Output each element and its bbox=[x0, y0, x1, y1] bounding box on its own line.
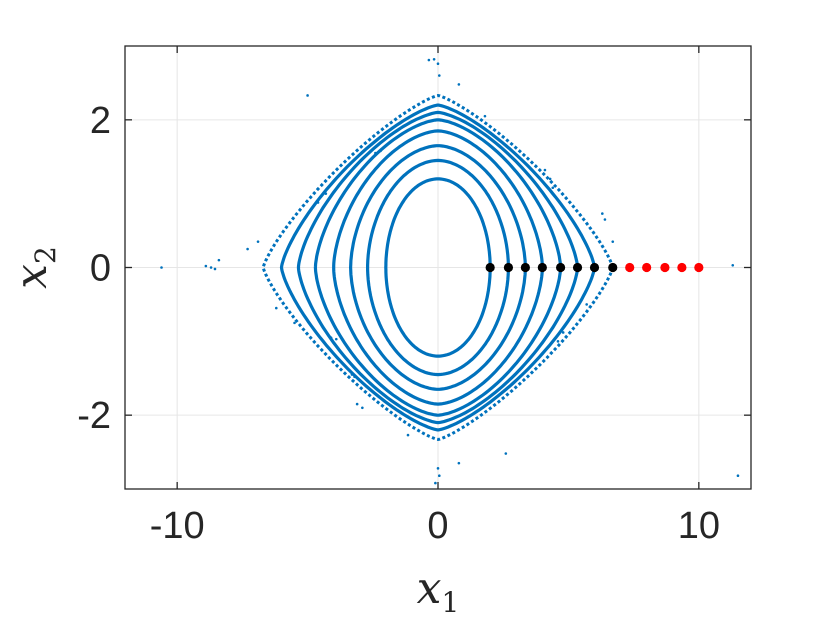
stray-point-24 bbox=[438, 74, 441, 77]
stray-point-29 bbox=[434, 481, 437, 485]
stray-point-41 bbox=[731, 263, 735, 267]
orbit-curves bbox=[261, 93, 615, 442]
bounded-ic-5 bbox=[572, 262, 583, 273]
stray-point-18 bbox=[374, 151, 377, 155]
axis-ticks bbox=[125, 46, 751, 489]
bounded-ic-3 bbox=[537, 262, 547, 273]
stray-point-38 bbox=[601, 212, 604, 215]
tick-labels: -10 0 10 -2 0 2 bbox=[77, 100, 720, 547]
stray-point-14 bbox=[350, 373, 354, 376]
bounded-ic-0 bbox=[485, 262, 495, 273]
stray-point-2 bbox=[209, 266, 213, 269]
stray-point-21 bbox=[427, 58, 431, 62]
unbounded-ic-2 bbox=[660, 262, 670, 273]
orbit-3 bbox=[332, 129, 544, 406]
bounded-ic-6 bbox=[589, 262, 600, 273]
orbit-6 bbox=[279, 103, 597, 432]
initial-conditions bbox=[485, 262, 704, 273]
x-axis-title-base: x bbox=[417, 563, 442, 614]
bounded-ic-1 bbox=[503, 262, 514, 273]
stray-point-33 bbox=[548, 177, 552, 181]
y-axis-title-sub: 2 bbox=[29, 246, 62, 264]
stray-point-1 bbox=[204, 264, 208, 268]
stray-point-4 bbox=[217, 258, 221, 262]
stray-point-12 bbox=[329, 336, 333, 339]
stray-point-7 bbox=[274, 306, 278, 310]
x-tick-label-2: 10 bbox=[678, 505, 720, 547]
stray-point-32 bbox=[543, 168, 547, 172]
stray-point-8 bbox=[293, 321, 296, 325]
stray-point-42 bbox=[736, 474, 740, 478]
stray-point-31 bbox=[504, 452, 508, 455]
unbounded-ic-1 bbox=[642, 262, 652, 273]
stray-point-26 bbox=[483, 114, 487, 118]
orbit-7 bbox=[261, 93, 615, 442]
stray-point-17 bbox=[361, 406, 364, 410]
orbit-4 bbox=[313, 118, 563, 417]
bounded-ic-7 bbox=[608, 262, 618, 273]
orbit-2 bbox=[348, 144, 527, 391]
stray-point-3 bbox=[213, 267, 217, 271]
stray-point-10 bbox=[316, 201, 320, 204]
stray-point-39 bbox=[603, 218, 607, 221]
bounded-ic-4 bbox=[555, 262, 566, 273]
unbounded-ic-4 bbox=[694, 262, 704, 273]
stray-point-36 bbox=[561, 331, 565, 334]
stray-point-25 bbox=[457, 83, 461, 86]
stray-point-20 bbox=[406, 433, 410, 437]
x-tick-label-1: 0 bbox=[427, 505, 448, 547]
stray-point-11 bbox=[324, 192, 328, 195]
x-axis-title: x1 bbox=[417, 563, 460, 619]
y-axis-title: x2 bbox=[6, 246, 62, 289]
stray-point-9 bbox=[306, 94, 309, 97]
bounded-ic-2 bbox=[520, 262, 530, 273]
stray-point-40 bbox=[611, 240, 615, 243]
stray-point-13 bbox=[334, 337, 338, 341]
stray-point-30 bbox=[457, 461, 461, 465]
orbit-1 bbox=[366, 158, 510, 377]
orbit-0 bbox=[384, 177, 492, 358]
stray-point-35 bbox=[556, 340, 560, 343]
y-tick-label-2: 2 bbox=[90, 100, 111, 142]
stray-point-16 bbox=[355, 402, 359, 406]
x-axis-title-sub: 1 bbox=[442, 586, 460, 619]
stray-point-6 bbox=[256, 240, 260, 243]
stray-point-37 bbox=[585, 303, 588, 306]
x-tick-label-0: -10 bbox=[150, 505, 205, 547]
unbounded-ic-3 bbox=[677, 262, 687, 273]
stray-point-15 bbox=[353, 375, 356, 379]
unbounded-ic-0 bbox=[625, 262, 635, 273]
stray-point-19 bbox=[379, 149, 382, 153]
stray-point-23 bbox=[436, 62, 440, 66]
stray-point-27 bbox=[436, 467, 440, 470]
y-tick-label-0: -2 bbox=[77, 395, 111, 437]
y-axis-title-base: x bbox=[6, 264, 57, 289]
orbit-5 bbox=[296, 110, 580, 425]
stray-point-0 bbox=[160, 266, 163, 269]
stray-points bbox=[160, 57, 740, 485]
stray-point-34 bbox=[551, 186, 555, 190]
stray-point-5 bbox=[246, 247, 249, 251]
stray-point-28 bbox=[438, 474, 441, 478]
stray-point-22 bbox=[432, 57, 436, 61]
y-tick-label-1: 0 bbox=[90, 248, 111, 290]
